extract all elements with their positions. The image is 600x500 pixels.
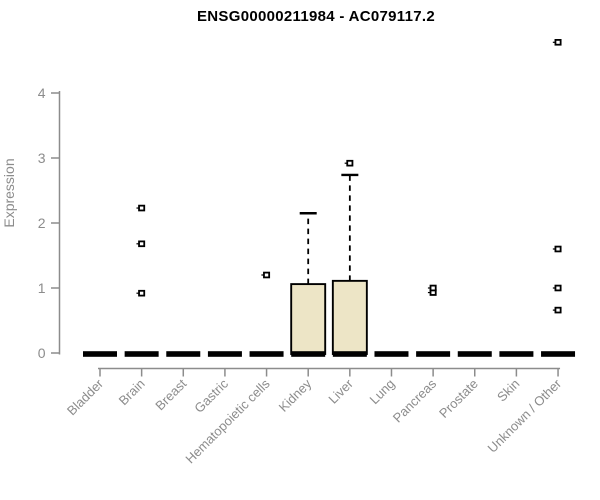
outlier-point-unknown-other: [554, 245, 562, 253]
x-category-label-bladder: Bladder: [64, 376, 107, 419]
median-bar-skin: [499, 351, 534, 357]
median-bar-breast: [166, 351, 201, 357]
outlier-point-hematopoietic-cells: [263, 271, 271, 279]
x-category-label-kidney: Kidney: [276, 376, 315, 415]
box-liver: [331, 279, 368, 355]
y-tick-label: 0: [38, 345, 46, 361]
median-bar-unknown-other: [541, 351, 576, 357]
x-category-label-pancreas: Pancreas: [390, 376, 440, 426]
x-category-label-liver: Liver: [325, 376, 356, 407]
outlier-point-brain: [138, 240, 146, 248]
x-category-label-brain: Brain: [116, 376, 148, 408]
x-category-label-prostate: Prostate: [436, 376, 481, 421]
y-tick-label: 3: [38, 150, 46, 166]
outlier-point-unknown-other: [554, 306, 562, 314]
x-category-label-skin: Skin: [494, 376, 522, 404]
median-bar-brain: [124, 351, 159, 357]
median-bar-prostate: [457, 351, 492, 357]
outlier-point-liver: [346, 159, 354, 167]
outlier-point-pancreas: [429, 284, 437, 292]
chart-title: ENSG00000211984 - AC079117.2: [196, 8, 436, 25]
x-category-label-lung: Lung: [367, 376, 398, 407]
x-category-label-gastric: Gastric: [191, 376, 231, 416]
outlier-point-brain: [138, 289, 146, 297]
median-bar-liver: [332, 351, 367, 357]
x-category-label-unknown-other: Unknown / Other: [485, 376, 565, 456]
outlier-point-brain: [138, 204, 146, 212]
median-bar-lung: [374, 351, 409, 357]
median-bar-gastric: [207, 351, 242, 357]
y-tick-label: 2: [38, 215, 46, 231]
box-kidney: [290, 283, 327, 355]
outlier-point-unknown-other: [554, 39, 562, 46]
y-tick-label: 1: [38, 280, 46, 296]
median-bar-kidney: [291, 351, 326, 357]
median-bar-hematopoietic-cells: [249, 351, 284, 357]
x-category-label-breast: Breast: [152, 376, 189, 413]
median-bar-pancreas: [416, 351, 451, 357]
y-tick-label: 4: [38, 85, 46, 101]
median-bar-bladder: [83, 351, 117, 357]
outlier-point-unknown-other: [554, 284, 562, 292]
